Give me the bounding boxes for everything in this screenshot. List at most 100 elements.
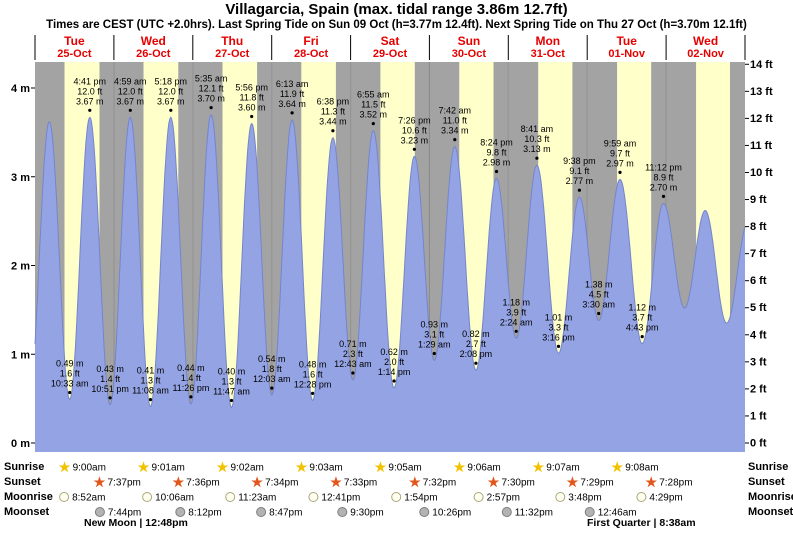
sunrise-icon: ★ (296, 460, 308, 475)
tide-extreme-dot (371, 122, 375, 126)
feet-axis-label: 1 ft (750, 410, 767, 422)
low-tide-label: 2.3 ft (343, 349, 364, 359)
moonset-row-label-right: Moonset (748, 506, 793, 518)
feet-axis-label: 5 ft (750, 302, 767, 314)
sunset-time: 7:32pm (423, 478, 456, 489)
sunset-icon: ★ (567, 475, 579, 490)
first-quarter-phase: First Quarter | 8:38am (587, 517, 696, 529)
day-name: Tue (616, 34, 637, 48)
high-tide-label: 11:12 pm (645, 162, 682, 172)
low-tide-label: 12:43 am (334, 359, 372, 369)
low-tide-label: 1.12 m (628, 303, 656, 313)
tide-extreme-dot (535, 156, 539, 160)
low-tide-label: 12:28 pm (294, 379, 332, 389)
day-date: 02-Nov (687, 48, 725, 60)
high-tide-label: 8:24 pm (480, 138, 513, 148)
low-tide-label: 3.9 ft (506, 307, 527, 317)
low-tide-label: 3.1 ft (424, 330, 445, 340)
sunrise-row-label-right: Sunrise (748, 461, 789, 473)
low-tide-label: 3:16 pm (542, 332, 575, 342)
low-tide-label: 10:33 am (51, 379, 89, 389)
moonset-icon (94, 507, 105, 517)
sunrise-icon: ★ (454, 460, 466, 475)
low-tide-label: 1.4 ft (181, 373, 202, 383)
high-tide-label: 7:26 pm (398, 115, 431, 125)
high-tide-label: 2.70 m (650, 182, 678, 192)
low-tide-label: 0.71 m (339, 339, 367, 349)
moonset-time: 8:12pm (188, 508, 221, 519)
feet-axis-label: 11 ft (750, 140, 772, 152)
high-tide-label: 6:13 am (276, 79, 309, 89)
high-tide-label: 3.67 m (157, 96, 185, 106)
moonrise-icon (555, 492, 566, 502)
sunset-time: 7:34pm (265, 478, 298, 489)
low-tide-label: 0.49 m (56, 359, 84, 369)
tide-extreme-dot (661, 194, 666, 198)
feet-axis-label: 13 ft (750, 86, 773, 98)
sunrise-time: 9:00am (73, 463, 106, 474)
new-moon-phase: New Moon | 12:48pm (84, 517, 188, 529)
high-tide-label: 3.52 m (360, 110, 388, 120)
day-name: Thu (221, 34, 243, 48)
moonrise-row-label-left: Moonrise (4, 491, 53, 503)
high-tide-label: 3.44 m (319, 117, 347, 127)
high-tide-label: 12.0 ft (77, 86, 103, 96)
high-tide-label: 4:59 am (114, 76, 147, 86)
low-tide-label: 1.6 ft (303, 369, 324, 379)
low-tide-label: 1.3 ft (140, 376, 161, 386)
low-tide-label: 2.0 ft (384, 357, 405, 367)
moonset-time: 11:32pm (515, 508, 553, 519)
tide-extreme-dot (311, 391, 315, 395)
high-tide-label: 10.3 ft (524, 134, 550, 144)
tide-extreme-dot (229, 398, 234, 403)
low-tide-label: 0.93 m (421, 320, 449, 330)
sunset-time: 7:28pm (659, 478, 692, 489)
sunrise-time: 9:05am (388, 463, 421, 474)
low-tide-label: 0.41 m (137, 366, 165, 376)
sunrise-icon: ★ (611, 460, 623, 475)
moonset-icon (256, 507, 267, 517)
high-tide-label: 3.70 m (197, 94, 225, 104)
moonrise-icon (308, 492, 319, 502)
high-tide-label: 2.98 m (483, 158, 511, 168)
low-tide-label: 10:51 pm (91, 384, 129, 394)
low-tide-label: 2.7 ft (466, 339, 487, 349)
low-tide-label: 2:08 pm (460, 349, 493, 359)
meter-axis-label: 0 m (11, 438, 30, 450)
tide-extreme-dot (577, 188, 582, 192)
tide-extreme-dot (88, 108, 92, 112)
sunset-time: 7:37pm (108, 478, 141, 489)
sunset-icon: ★ (409, 475, 421, 490)
tide-extreme-dot (514, 329, 518, 333)
high-tide-label: 3.64 m (278, 99, 306, 109)
moonrise-time: 11:23am (238, 493, 276, 504)
moonset-icon (584, 507, 595, 517)
day-name: Sun (458, 34, 481, 48)
high-tide-label: 3.67 m (76, 96, 104, 106)
day-date: 30-Oct (452, 48, 487, 60)
sunset-time: 7:36pm (186, 478, 219, 489)
page-title: Villagarcia, Spain (max. tidal range 3.8… (225, 1, 568, 18)
sunset-icon: ★ (488, 475, 500, 490)
moonrise-icon (636, 492, 647, 502)
high-tide-label: 9:59 am (604, 138, 637, 148)
sunset-icon: ★ (645, 475, 657, 490)
day-name: Fri (303, 34, 318, 48)
low-tide-label: 1.3 ft (221, 377, 242, 387)
moonrise-icon (391, 492, 402, 502)
feet-axis-label: 12 ft (750, 113, 773, 125)
day-name: Tue (64, 34, 85, 48)
tide-extreme-dot (494, 169, 499, 174)
tide-extreme-dot (412, 147, 416, 151)
low-tide-label: 1:29 am (418, 340, 451, 350)
sunset-icon: ★ (251, 475, 263, 490)
high-tide-label: 8:41 am (521, 124, 554, 134)
moonrise-icon (59, 492, 70, 502)
high-tide-label: 10.6 ft (402, 125, 428, 135)
tide-extreme-dot (618, 170, 622, 174)
meter-axis-label: 4 m (11, 83, 30, 95)
high-tide-label: 11.9 ft (280, 89, 305, 99)
high-tide-label: 11.3 ft (321, 107, 346, 117)
